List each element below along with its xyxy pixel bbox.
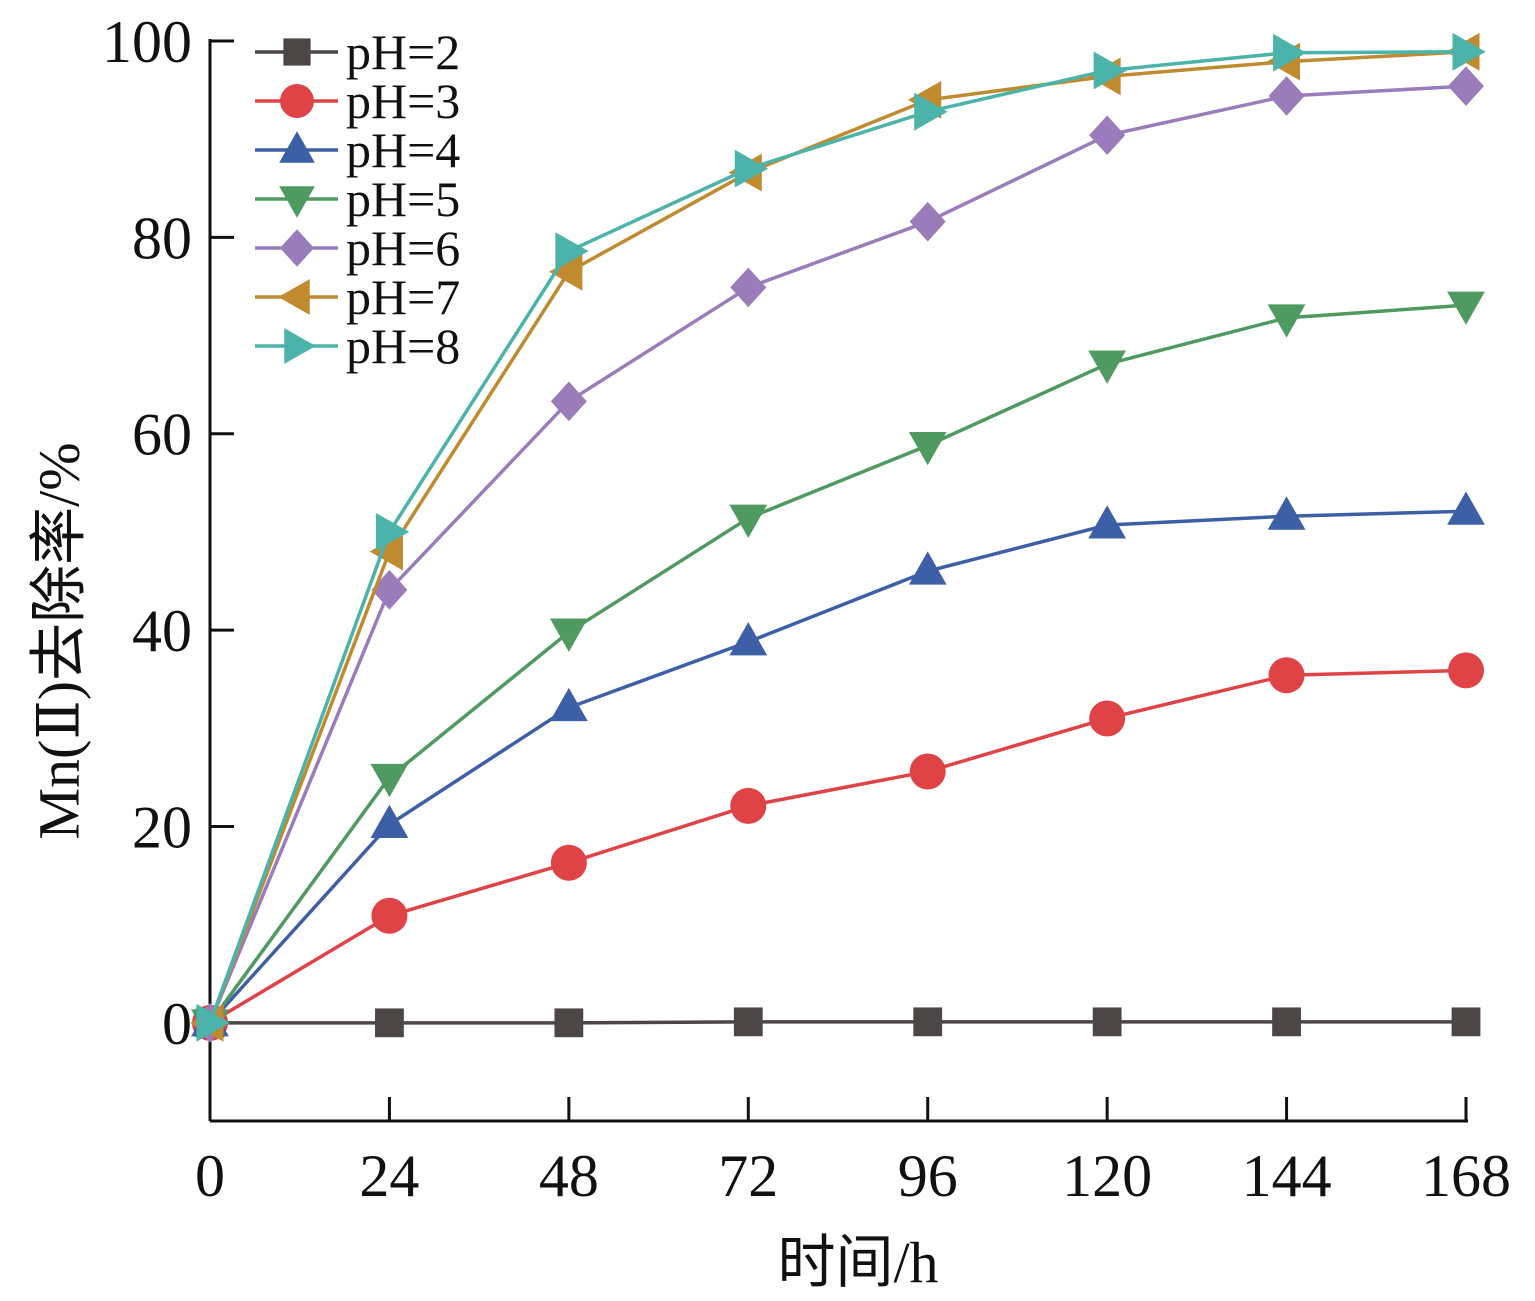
legend-marker [279, 131, 315, 163]
x-tick-label: 72 [718, 1143, 778, 1209]
data-point [1268, 76, 1305, 116]
data-point [1447, 291, 1485, 325]
data-point [375, 513, 410, 551]
series-pH=7 [190, 32, 1480, 1042]
legend-label: pH=5 [346, 171, 460, 227]
data-point [1273, 33, 1307, 72]
x-tick-label: 48 [539, 1143, 599, 1209]
series-layer [190, 32, 1486, 1043]
data-point [1267, 304, 1306, 338]
data-point [909, 753, 946, 790]
x-axis-title: 时间/h [777, 1230, 938, 1295]
legend-label: pH=2 [346, 24, 460, 80]
legend-label: pH=4 [346, 122, 460, 178]
data-point [549, 687, 588, 722]
series-pH=8 [196, 32, 1486, 1042]
legend-label: pH=8 [346, 318, 460, 374]
x-tick-label: 0 [195, 1143, 225, 1209]
data-point [908, 551, 947, 585]
legend-marker [279, 186, 315, 218]
legend-item: pH=3 [255, 73, 460, 129]
legend-marker [278, 279, 310, 315]
data-point [1093, 51, 1127, 90]
data-point [908, 432, 947, 466]
data-point [1089, 115, 1126, 156]
y-tick-label: 80 [132, 205, 192, 271]
y-tick-label: 60 [132, 402, 192, 468]
y-tick-label: 0 [162, 991, 192, 1057]
legend-item: pH=4 [255, 122, 460, 178]
data-point [1268, 657, 1305, 694]
data-point [909, 201, 946, 242]
legend-marker [280, 84, 314, 118]
x-tick-label: 120 [1062, 1143, 1152, 1209]
series-line [208, 303, 1467, 1024]
x-tick-label: 24 [359, 1143, 419, 1209]
data-point [370, 763, 409, 798]
data-point [196, 1003, 230, 1042]
data-point [913, 1007, 943, 1037]
axes: 0 20 40 60 80 100 0 24 48 72 96 120 144 168 [102, 9, 1511, 1209]
series-line [208, 50, 1467, 1024]
legend-label: pH=3 [346, 73, 460, 129]
legend-item: pH=7 [255, 269, 460, 325]
data-point [550, 844, 587, 881]
data-point [549, 618, 588, 652]
data-point [730, 267, 767, 308]
series-line [209, 668, 1467, 1025]
series-pH=3 [192, 652, 1484, 1041]
data-point [1267, 496, 1306, 530]
data-point [1272, 1007, 1301, 1037]
legend-label: pH=7 [346, 269, 460, 325]
data-point [1088, 505, 1127, 539]
legend-item: pH=5 [255, 171, 460, 227]
data-point [730, 787, 767, 824]
data-point [734, 149, 769, 188]
y-tick-label: 20 [132, 794, 192, 860]
series-pH=2 [195, 1007, 1481, 1038]
series-line [208, 50, 1467, 1024]
y-tick-label: 40 [132, 598, 192, 664]
legend-marker [283, 38, 311, 66]
legend-item: pH=8 [255, 318, 460, 374]
data-point [550, 381, 587, 422]
y-tick-label: 100 [102, 9, 192, 75]
x-tick-label: 96 [898, 1143, 958, 1209]
legend-item: pH=2 [255, 24, 460, 80]
data-point [1451, 1007, 1481, 1037]
series-line [210, 1020, 1466, 1025]
data-point [729, 622, 768, 656]
legend-marker [280, 229, 314, 267]
data-point [370, 804, 409, 838]
data-point [1092, 1007, 1122, 1037]
x-tick-label: 144 [1242, 1143, 1332, 1209]
data-point [733, 1007, 763, 1037]
data-point [375, 1008, 404, 1038]
series-pH=6 [192, 66, 1484, 1043]
legend-marker [284, 328, 316, 364]
data-point [554, 1008, 584, 1038]
y-axis-title: Mn(Ⅱ)去除率/% [26, 442, 91, 839]
data-point [371, 897, 408, 934]
data-point [369, 532, 403, 571]
legend-label: pH=6 [346, 220, 460, 276]
data-point [1088, 350, 1127, 384]
x-tick-label: 168 [1421, 1143, 1511, 1209]
legend: pH=2pH=3pH=4pH=5pH=6pH=7pH=8 [255, 24, 460, 374]
data-point [1448, 66, 1484, 106]
data-point [1447, 491, 1485, 525]
series-line [208, 84, 1467, 1024]
data-point [729, 504, 768, 538]
data-point [914, 92, 948, 131]
data-point [1452, 32, 1486, 71]
data-point [1089, 700, 1126, 737]
data-point [555, 232, 589, 271]
data-point [549, 252, 583, 291]
data-point [1448, 652, 1484, 689]
series-line [208, 509, 1467, 1024]
legend-item: pH=6 [255, 220, 460, 276]
